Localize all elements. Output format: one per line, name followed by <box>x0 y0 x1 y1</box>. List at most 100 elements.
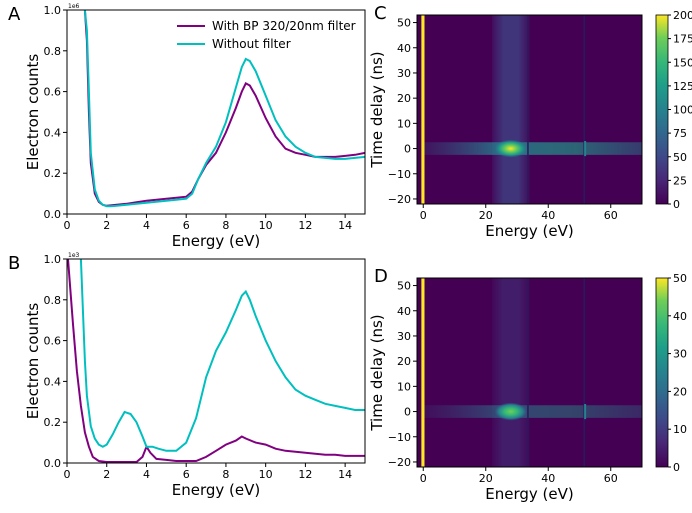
y-tick-label: 0.6 <box>44 86 62 99</box>
y-axis-label: Time delay (ns) <box>368 314 386 431</box>
x-tick-label: 60 <box>604 209 618 222</box>
colorbar-tick-label: 20 <box>673 385 687 398</box>
panel-b: 0 2 4 6 8 10 12 14 0.0 0.2 0.4 0.6 0.8 1.0 1e3 Energy (… <box>8 252 366 499</box>
colorbar-tick-label: 25 <box>673 174 687 187</box>
y-tick-label: 40 <box>397 305 411 318</box>
axes-frame <box>416 14 643 205</box>
legend-entry: Without filter <box>212 37 291 51</box>
y-axis-label: Time delay (ns) <box>368 51 386 168</box>
y-tick-label: 10 <box>397 117 411 130</box>
x-tick-label: 2 <box>103 468 110 481</box>
series-line-without-filter <box>83 10 365 208</box>
panel-c: 0 20 40 60 −20 −10 0 10 20 30 40 50 Energy (eV) Time … <box>368 3 692 240</box>
y-tick-label: 0.8 <box>44 45 62 58</box>
y-tick-label: 50 <box>397 280 411 293</box>
x-tick-label: 12 <box>298 219 312 232</box>
y-tick-label: −20 <box>388 456 411 469</box>
x-axis-label: Energy (eV) <box>485 222 573 240</box>
panel-letter: D <box>374 266 388 287</box>
x-tick-label: 10 <box>259 219 273 232</box>
heatmap-zero-stripe <box>421 278 425 467</box>
colorbar <box>655 14 669 205</box>
heatmap-hotspot <box>494 139 527 158</box>
x-tick-label: 20 <box>479 472 493 485</box>
y-tick-label: 0 <box>404 143 411 156</box>
y-tick-label: 1.0 <box>44 4 62 17</box>
x-tick-label: 6 <box>183 468 190 481</box>
y-tick-label: 0.0 <box>44 208 62 221</box>
y-tick-label: −10 <box>388 168 411 181</box>
x-tick-label: 0 <box>64 468 71 481</box>
x-tick-label: 14 <box>338 468 352 481</box>
y-tick-label: 30 <box>397 67 411 80</box>
x-tick-label: 0 <box>420 209 427 222</box>
y-tick-label: 0 <box>404 406 411 419</box>
heatmap-zero-stripe <box>421 15 425 204</box>
legend-entry: With BP 320/20nm filter <box>212 19 356 33</box>
colorbar <box>655 277 669 468</box>
y-tick-label: 20 <box>397 92 411 105</box>
x-tick-label: 2 <box>103 219 110 232</box>
panel-letter: B <box>8 253 20 274</box>
x-tick-label: 0 <box>64 219 71 232</box>
y-tick-label: 1.0 <box>44 253 62 266</box>
x-tick-label: 8 <box>222 468 229 481</box>
y-tick-label: 40 <box>397 42 411 55</box>
scale-label: 1e6 <box>68 3 80 10</box>
x-tick-label: 8 <box>222 219 229 232</box>
x-axis-label: Energy (eV) <box>172 232 260 250</box>
y-tick-label: 20 <box>397 355 411 368</box>
panel-letter: A <box>8 4 21 25</box>
colorbar-tick-label: 40 <box>673 310 687 323</box>
colorbar-tick-label: 10 <box>673 423 687 436</box>
y-tick-label: 0.2 <box>44 416 62 429</box>
colorbar-tick-label: 200 <box>673 9 692 22</box>
series-line-without-filter <box>79 259 365 452</box>
series-line-with-filter <box>67 259 365 463</box>
y-tick-label: 0.0 <box>44 457 62 470</box>
y-tick-label: −20 <box>388 193 411 206</box>
colorbar-tick-label: 150 <box>673 56 692 69</box>
heatmap-t0-row <box>423 405 642 418</box>
heatmap-t0-row <box>423 142 642 155</box>
axes-frame <box>66 258 366 464</box>
x-tick-label: 40 <box>541 472 555 485</box>
y-tick-label: 10 <box>397 380 411 393</box>
heatmap-hotspot <box>494 402 527 421</box>
colorbar-tick-label: 125 <box>673 80 692 93</box>
y-tick-label: 50 <box>397 17 411 30</box>
scale-label: 1e3 <box>68 252 80 259</box>
x-axis-label: Energy (eV) <box>172 481 260 499</box>
y-axis-label: Electron counts <box>24 303 42 420</box>
y-tick-label: 0.4 <box>44 375 62 388</box>
heatmap-band <box>492 15 530 204</box>
panel-letter: C <box>374 3 387 24</box>
x-tick-label: 60 <box>604 472 618 485</box>
x-tick-label: 12 <box>298 468 312 481</box>
y-tick-label: 0.8 <box>44 294 62 307</box>
y-tick-label: 0.4 <box>44 126 62 139</box>
colorbar-tick-label: 0 <box>673 461 680 474</box>
heatmap-band <box>492 278 530 467</box>
y-tick-label: 0.2 <box>44 167 62 180</box>
colorbar-tick-label: 0 <box>673 198 680 211</box>
y-tick-label: 30 <box>397 330 411 343</box>
colorbar-tick-label: 175 <box>673 33 692 46</box>
x-tick-label: 4 <box>143 219 150 232</box>
colorbar-tick-label: 50 <box>673 151 687 164</box>
x-tick-label: 10 <box>259 468 273 481</box>
axes-frame <box>66 9 366 215</box>
y-axis-label: Electron counts <box>24 54 42 171</box>
colorbar-tick-label: 50 <box>673 272 687 285</box>
y-tick-label: −10 <box>388 431 411 444</box>
colorbar-tick-label: 100 <box>673 104 692 117</box>
x-tick-label: 4 <box>143 468 150 481</box>
panel-d: 0 20 40 60 −20 −10 0 10 20 30 40 50 Energy (eV) Time … <box>368 266 687 503</box>
x-tick-label: 40 <box>541 209 555 222</box>
colorbar-tick-label: 30 <box>673 348 687 361</box>
y-tick-label: 0.6 <box>44 335 62 348</box>
x-tick-label: 14 <box>338 219 352 232</box>
x-tick-label: 0 <box>420 472 427 485</box>
x-tick-label: 6 <box>183 219 190 232</box>
